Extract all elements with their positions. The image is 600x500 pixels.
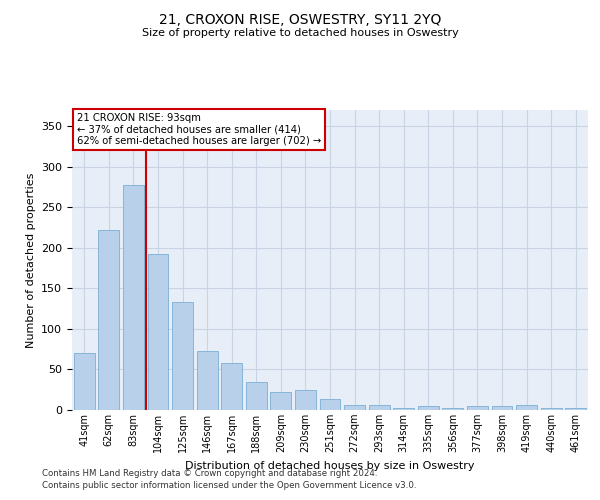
Bar — [565, 408, 586, 410]
Bar — [74, 353, 95, 410]
Bar — [541, 408, 562, 410]
Bar — [197, 351, 218, 410]
Bar — [98, 230, 119, 410]
Text: Contains HM Land Registry data © Crown copyright and database right 2024.: Contains HM Land Registry data © Crown c… — [42, 468, 377, 477]
Bar — [491, 406, 512, 410]
Bar — [271, 392, 292, 410]
Y-axis label: Number of detached properties: Number of detached properties — [26, 172, 35, 348]
Bar — [344, 405, 365, 410]
Text: 21 CROXON RISE: 93sqm
← 37% of detached houses are smaller (414)
62% of semi-det: 21 CROXON RISE: 93sqm ← 37% of detached … — [77, 113, 322, 146]
Bar — [418, 406, 439, 410]
X-axis label: Distribution of detached houses by size in Oswestry: Distribution of detached houses by size … — [185, 460, 475, 470]
Bar — [295, 390, 316, 410]
Bar — [320, 398, 340, 410]
Bar — [148, 254, 169, 410]
Bar — [442, 408, 463, 410]
Bar — [368, 405, 389, 410]
Bar — [467, 406, 488, 410]
Text: Contains public sector information licensed under the Open Government Licence v3: Contains public sector information licen… — [42, 481, 416, 490]
Bar — [393, 408, 414, 410]
Bar — [123, 184, 144, 410]
Bar — [516, 405, 537, 410]
Bar — [246, 382, 267, 410]
Text: 21, CROXON RISE, OSWESTRY, SY11 2YQ: 21, CROXON RISE, OSWESTRY, SY11 2YQ — [159, 12, 441, 26]
Bar — [221, 363, 242, 410]
Text: Size of property relative to detached houses in Oswestry: Size of property relative to detached ho… — [142, 28, 458, 38]
Bar — [172, 302, 193, 410]
